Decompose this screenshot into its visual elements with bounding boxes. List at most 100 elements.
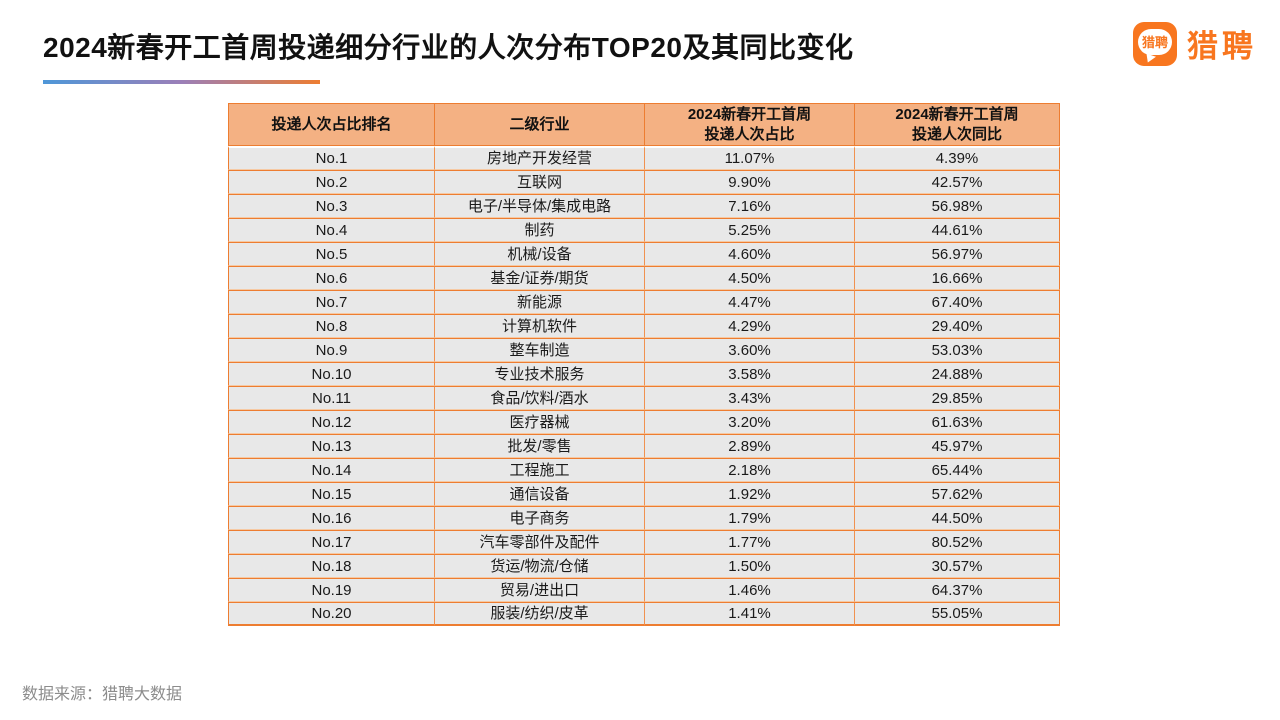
yoy-cell: 53.03% bbox=[855, 338, 1060, 362]
industry-cell: 工程施工 bbox=[435, 458, 645, 482]
liepin-wordmark: 猎聘 bbox=[1187, 29, 1257, 64]
speech-bubble-tail-icon bbox=[1144, 53, 1156, 64]
industry-cell: 医疗器械 bbox=[435, 410, 645, 434]
table-row: No.10 专业技术服务 3.58% 24.88% bbox=[228, 362, 1060, 386]
rank-cell: No.11 bbox=[228, 386, 435, 410]
share-cell: 3.58% bbox=[645, 362, 855, 386]
yoy-cell: 57.62% bbox=[855, 482, 1060, 506]
share-cell: 3.20% bbox=[645, 410, 855, 434]
rank-cell: No.3 bbox=[228, 194, 435, 218]
table-row: No.14 工程施工 2.18% 65.44% bbox=[228, 458, 1060, 482]
yoy-cell: 30.57% bbox=[855, 554, 1060, 578]
yoy-cell: 65.44% bbox=[855, 458, 1060, 482]
table-row: No.17 汽车零部件及配件 1.77% 80.52% bbox=[228, 530, 1060, 554]
table-row: No.18 货运/物流/仓储 1.50% 30.57% bbox=[228, 554, 1060, 578]
table-row: No.5 机械/设备 4.60% 56.97% bbox=[228, 242, 1060, 266]
industry-cell: 货运/物流/仓储 bbox=[435, 554, 645, 578]
speech-bubble-icon: 猎聘 bbox=[1138, 28, 1172, 55]
industry-cell: 电子/半导体/集成电路 bbox=[435, 194, 645, 218]
industry-cell: 贸易/进出口 bbox=[435, 578, 645, 602]
data-source-note: 数据来源：猎聘大数据 bbox=[22, 686, 183, 703]
header-rank: 投递人次占比排名 bbox=[228, 103, 435, 146]
table-row: No.13 批发/零售 2.89% 45.97% bbox=[228, 434, 1060, 458]
share-cell: 3.60% bbox=[645, 338, 855, 362]
rank-cell: No.15 bbox=[228, 482, 435, 506]
yoy-cell: 55.05% bbox=[855, 602, 1060, 626]
share-cell: 1.92% bbox=[645, 482, 855, 506]
industry-cell: 互联网 bbox=[435, 170, 645, 194]
table-row: No.9 整车制造 3.60% 53.03% bbox=[228, 338, 1060, 362]
rank-cell: No.5 bbox=[228, 242, 435, 266]
header-yoy: 2024新春开工首周 投递人次同比 bbox=[855, 103, 1060, 146]
liepin-logo: 猎聘 猎聘 bbox=[1133, 21, 1257, 66]
share-cell: 2.18% bbox=[645, 458, 855, 482]
industry-cell: 电子商务 bbox=[435, 506, 645, 530]
share-cell: 11.07% bbox=[645, 146, 855, 170]
industry-cell: 汽车零部件及配件 bbox=[435, 530, 645, 554]
industry-cell: 新能源 bbox=[435, 290, 645, 314]
share-cell: 7.16% bbox=[645, 194, 855, 218]
rank-cell: No.7 bbox=[228, 290, 435, 314]
yoy-cell: 44.50% bbox=[855, 506, 1060, 530]
rank-cell: No.18 bbox=[228, 554, 435, 578]
yoy-cell: 61.63% bbox=[855, 410, 1060, 434]
table-row: No.19 贸易/进出口 1.46% 64.37% bbox=[228, 578, 1060, 602]
table-row: No.6 基金/证券/期货 4.50% 16.66% bbox=[228, 266, 1060, 290]
industry-cell: 通信设备 bbox=[435, 482, 645, 506]
share-cell: 1.77% bbox=[645, 530, 855, 554]
industry-cell: 批发/零售 bbox=[435, 434, 645, 458]
rank-cell: No.9 bbox=[228, 338, 435, 362]
liepin-logo-icon: 猎聘 bbox=[1133, 21, 1177, 66]
share-cell: 3.43% bbox=[645, 386, 855, 410]
table-body: No.1 房地产开发经营 11.07% 4.39% No.2 互联网 9.90% 42.57%… bbox=[228, 146, 1060, 626]
rank-cell: No.1 bbox=[228, 146, 435, 170]
share-cell: 4.60% bbox=[645, 242, 855, 266]
industry-cell: 制药 bbox=[435, 218, 645, 242]
share-cell: 5.25% bbox=[645, 218, 855, 242]
table-row: No.4 制药 5.25% 44.61% bbox=[228, 218, 1060, 242]
rank-cell: No.2 bbox=[228, 170, 435, 194]
table-row: No.16 电子商务 1.79% 44.50% bbox=[228, 506, 1060, 530]
rank-cell: No.19 bbox=[228, 578, 435, 602]
yoy-cell: 45.97% bbox=[855, 434, 1060, 458]
rank-cell: No.16 bbox=[228, 506, 435, 530]
rank-cell: No.13 bbox=[228, 434, 435, 458]
table-row: No.3 电子/半导体/集成电路 7.16% 56.98% bbox=[228, 194, 1060, 218]
share-cell: 9.90% bbox=[645, 170, 855, 194]
page-title: 2024新春开工首周投递细分行业的人次分布TOP20及其同比变化 bbox=[43, 32, 854, 63]
rank-cell: No.14 bbox=[228, 458, 435, 482]
share-cell: 1.79% bbox=[645, 506, 855, 530]
yoy-cell: 29.85% bbox=[855, 386, 1060, 410]
yoy-cell: 16.66% bbox=[855, 266, 1060, 290]
yoy-cell: 24.88% bbox=[855, 362, 1060, 386]
rank-cell: No.8 bbox=[228, 314, 435, 338]
rank-cell: No.10 bbox=[228, 362, 435, 386]
share-cell: 4.29% bbox=[645, 314, 855, 338]
share-cell: 2.89% bbox=[645, 434, 855, 458]
table-row: No.15 通信设备 1.92% 57.62% bbox=[228, 482, 1060, 506]
share-cell: 1.50% bbox=[645, 554, 855, 578]
title-underline-gradient bbox=[43, 80, 320, 84]
industry-cell: 计算机软件 bbox=[435, 314, 645, 338]
share-cell: 4.47% bbox=[645, 290, 855, 314]
rank-cell: No.20 bbox=[228, 602, 435, 626]
rank-cell: No.4 bbox=[228, 218, 435, 242]
header-share: 2024新春开工首周 投递人次占比 bbox=[645, 103, 855, 146]
table-row: No.12 医疗器械 3.20% 61.63% bbox=[228, 410, 1060, 434]
table-row: No.20 服装/纺织/皮革 1.41% 55.05% bbox=[228, 602, 1060, 626]
share-cell: 1.46% bbox=[645, 578, 855, 602]
table-row: No.2 互联网 9.90% 42.57% bbox=[228, 170, 1060, 194]
yoy-cell: 64.37% bbox=[855, 578, 1060, 602]
yoy-cell: 4.39% bbox=[855, 146, 1060, 170]
industry-cell: 整车制造 bbox=[435, 338, 645, 362]
share-cell: 1.41% bbox=[645, 602, 855, 626]
table-row: No.11 食品/饮料/酒水 3.43% 29.85% bbox=[228, 386, 1060, 410]
yoy-cell: 67.40% bbox=[855, 290, 1060, 314]
industry-cell: 房地产开发经营 bbox=[435, 146, 645, 170]
industry-cell: 基金/证券/期货 bbox=[435, 266, 645, 290]
table-header: 投递人次占比排名 二级行业 2024新春开工首周 投递人次占比 2024新春开工… bbox=[228, 103, 1060, 146]
rank-cell: No.17 bbox=[228, 530, 435, 554]
rank-cell: No.12 bbox=[228, 410, 435, 434]
yoy-cell: 29.40% bbox=[855, 314, 1060, 338]
industry-cell: 专业技术服务 bbox=[435, 362, 645, 386]
